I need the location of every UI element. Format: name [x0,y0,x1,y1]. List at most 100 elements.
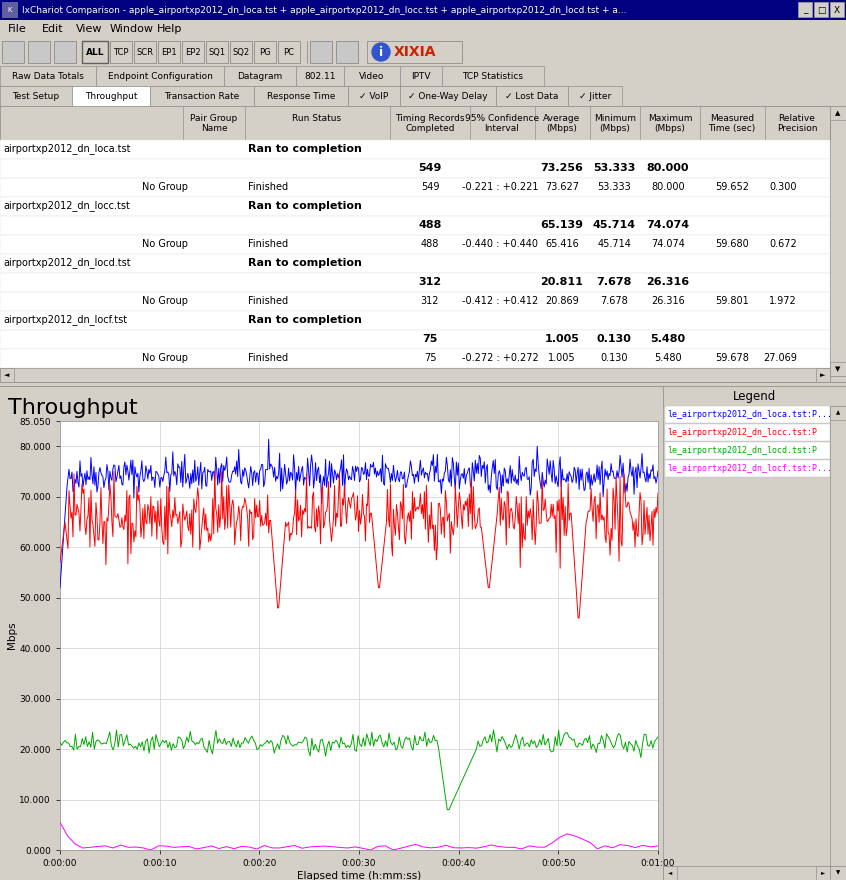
Text: K: K [8,7,12,13]
Text: Completed: Completed [405,123,455,133]
Text: File: File [8,24,27,34]
Text: EP1: EP1 [162,48,177,56]
Text: ►: ► [821,372,826,378]
Bar [568,86,622,106]
Bar [206,41,228,63]
Text: Maximum: Maximum [648,114,692,122]
Text: 7.678: 7.678 [600,296,628,306]
Text: ✓ VoIP: ✓ VoIP [360,92,388,100]
Bar [0,368,830,382]
Bar [816,368,830,382]
Text: 5.480: 5.480 [651,334,685,344]
Bar [0,235,830,254]
Text: Response Time: Response Time [266,92,335,100]
Bar [0,66,846,86]
Text: i: i [379,46,383,58]
Bar [0,106,830,376]
Bar [367,41,462,63]
Bar [798,2,812,17]
Circle shape [372,43,390,61]
Y-axis label: Mbps: Mbps [7,621,17,649]
Bar [110,41,132,63]
Text: airportxp2012_dn_locf.tst: airportxp2012_dn_locf.tst [3,314,127,326]
Text: Window: Window [110,24,154,34]
Bar [310,41,332,63]
Bar [0,386,846,880]
Bar [830,866,846,880]
Text: ►: ► [821,870,825,876]
Text: ▲: ▲ [836,410,840,415]
Text: 1.972: 1.972 [769,296,797,306]
Bar [82,41,108,63]
Text: 73.627: 73.627 [545,182,579,192]
Bar [830,406,846,420]
Text: 74.074: 74.074 [651,239,685,249]
Bar [814,2,828,17]
Bar [0,216,830,235]
Text: SCR: SCR [136,48,153,56]
Bar [96,66,224,86]
Text: 45.714: 45.714 [597,239,631,249]
Text: Ran to completion: Ran to completion [248,258,362,268]
Bar [296,66,344,86]
Text: Ran to completion: Ran to completion [248,315,362,325]
Bar [830,106,846,376]
Bar [0,159,830,178]
Text: Transaction Rate: Transaction Rate [164,92,239,100]
Text: TCP: TCP [113,48,129,56]
Text: (Mbps): (Mbps) [600,123,630,133]
Text: Ran to completion: Ran to completion [248,201,362,211]
Bar [0,106,830,140]
Text: Finished: Finished [248,296,288,306]
Bar [0,140,830,159]
Text: 73.256: 73.256 [541,163,584,173]
Bar [665,424,830,441]
Text: View: View [76,24,102,34]
Bar [182,41,204,63]
Text: Interval: Interval [485,123,519,133]
Bar [0,178,830,197]
Text: Video: Video [360,71,385,80]
Text: X: X [834,5,840,14]
Bar [665,406,830,423]
Text: Throughput: Throughput [8,398,138,418]
Text: No Group: No Group [142,353,188,363]
Text: Minimum: Minimum [594,114,636,122]
Text: Timing Records: Timing Records [395,114,464,122]
Text: 80.000: 80.000 [646,163,689,173]
Bar [0,197,830,216]
Bar [442,66,544,86]
Text: Legend: Legend [733,390,776,402]
Bar [0,292,830,311]
Text: Edit: Edit [42,24,63,34]
Bar [663,386,846,880]
Text: Ran to completion: Ran to completion [248,144,362,154]
Text: 0.130: 0.130 [596,334,631,344]
Text: 7.678: 7.678 [596,277,632,287]
Text: Finished: Finished [248,182,288,192]
Text: 488: 488 [418,220,442,230]
Text: 1.005: 1.005 [545,334,580,344]
Bar [0,0,846,20]
Bar [0,86,846,106]
Bar [158,41,180,63]
Text: ▲: ▲ [835,110,841,116]
Text: 95% Confidence: 95% Confidence [465,114,539,122]
Text: 75: 75 [424,353,437,363]
Text: 0.672: 0.672 [769,239,797,249]
Bar [816,866,830,880]
Bar [2,2,18,18]
Text: 75: 75 [422,334,437,344]
Text: 20.811: 20.811 [541,277,584,287]
X-axis label: Elapsed time (h:mm:ss): Elapsed time (h:mm:ss) [297,871,421,880]
Text: Raw Data Totals: Raw Data Totals [12,71,84,80]
Bar [230,41,252,63]
Text: 26.316: 26.316 [646,277,689,287]
Text: 5.480: 5.480 [654,353,682,363]
Text: 59.801: 59.801 [715,296,749,306]
Bar [0,86,72,106]
Text: Finished: Finished [248,239,288,249]
Text: PG: PG [259,48,271,56]
Bar [0,330,830,349]
Text: -0.412 : +0.412: -0.412 : +0.412 [462,296,538,306]
